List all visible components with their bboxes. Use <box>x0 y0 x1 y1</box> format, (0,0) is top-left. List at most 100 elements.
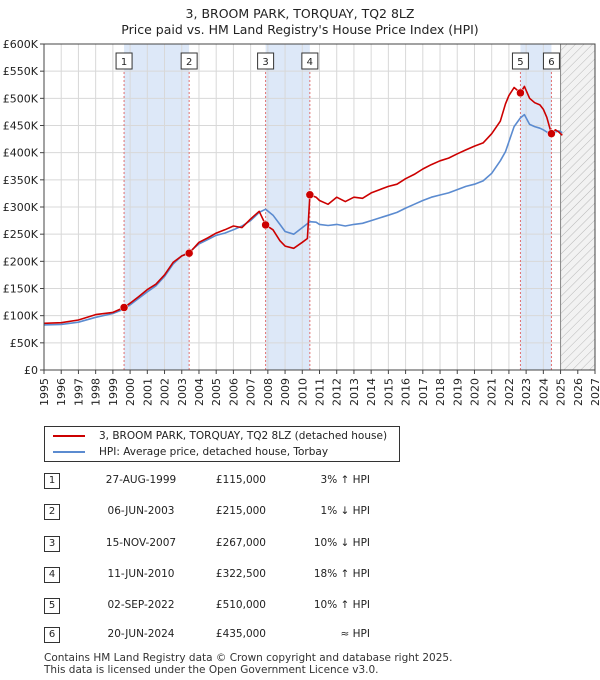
chart-title: 3, BROOM PARK, TORQUAY, TQ2 8LZ Price pa… <box>0 6 600 38</box>
x-tick-label: 2000 <box>124 378 137 406</box>
legend-swatch-property <box>53 435 85 437</box>
sale-point <box>261 220 270 230</box>
x-tick-label: 2013 <box>348 378 361 406</box>
sale-hpi-diff: 3% ↑ HPI <box>320 474 370 486</box>
sale-point <box>184 248 194 258</box>
sale-marker-lines: 1 2 3 4 5 6 <box>115 52 560 370</box>
x-tick-label: 2017 <box>417 378 430 406</box>
price-chart: 1 2 3 4 5 6 £0 £50K £100K £150K £200K £250K £300K £3… <box>3 38 600 406</box>
footer-line-1: Contains HM Land Registry data © Crown c… <box>44 652 453 664</box>
y-tick-label: £0 <box>24 364 38 377</box>
footer-attribution: Contains HM Land Registry data © Crown c… <box>44 652 452 676</box>
sale-marker-label: 1 <box>121 57 127 68</box>
y-tick-label: £400K <box>3 147 39 160</box>
sale-date: 02-SEP-2022 <box>107 599 175 611</box>
legend: 3, BROOM PARK, TORQUAY, TQ2 8LZ (detache… <box>44 426 400 462</box>
sale-point <box>547 129 556 138</box>
sale-row: 6 20-JUN-2024 £435,000 ≈ HPI <box>44 627 464 645</box>
x-tick-label: 2008 <box>262 378 275 406</box>
series-lines <box>44 85 563 326</box>
y-tick-label: £550K <box>3 65 39 78</box>
x-tick-label: 2001 <box>141 378 154 406</box>
x-tick-label: 1997 <box>72 378 85 406</box>
legend-swatch-hpi <box>53 451 85 453</box>
sale-hpi-diff: 10% ↓ HPI <box>313 537 370 549</box>
sale-number-badge: 3 <box>44 536 60 552</box>
y-tick-label: £500K <box>3 92 39 105</box>
x-tick-label: 2006 <box>227 378 240 406</box>
x-tick-label: 2002 <box>159 378 172 406</box>
x-tick-label: 2003 <box>176 378 189 406</box>
sale-marker-label: 2 <box>186 57 192 68</box>
sale-price: £215,000 <box>215 505 266 517</box>
sale-number-badge: 4 <box>44 567 60 583</box>
sale-row: 3 15-NOV-2007 £267,000 10% ↓ HPI <box>44 536 464 554</box>
x-tick-label: 2011 <box>314 378 327 406</box>
x-tick-label: 1998 <box>90 378 103 406</box>
sale-number-badge: 6 <box>44 627 60 643</box>
x-tick-label: 1999 <box>107 378 120 406</box>
title-line-2: Price paid vs. HM Land Registry's House … <box>121 22 479 37</box>
x-tick-label: 2004 <box>193 378 206 406</box>
sale-hpi-diff: 1% ↓ HPI <box>320 505 370 517</box>
sale-price: £267,000 <box>215 537 266 549</box>
sale-marker-box <box>257 52 275 70</box>
sale-number-badge: 5 <box>44 598 60 614</box>
sale-hpi-diff: ≈ HPI <box>340 628 370 640</box>
x-tick-label: 2027 <box>589 378 600 406</box>
sale-marker-box <box>542 52 560 70</box>
sale-hpi-diff: 18% ↑ HPI <box>313 568 370 580</box>
y-tick-label: £100K <box>3 310 39 323</box>
sale-price: £115,000 <box>215 474 266 486</box>
sale-price: £435,000 <box>215 628 266 640</box>
axes <box>40 43 596 374</box>
sale-point <box>516 88 525 98</box>
x-tick-label: 2018 <box>434 378 447 406</box>
sale-marker-label: 4 <box>307 57 313 68</box>
sale-row: 5 02-SEP-2022 £510,000 10% ↑ HPI <box>44 598 464 616</box>
x-tick-label: 1996 <box>55 378 68 406</box>
y-tick-label: £300K <box>3 201 39 214</box>
x-tick-label: 2005 <box>210 378 223 406</box>
sale-points <box>119 88 556 312</box>
legend-label-property: 3, BROOM PARK, TORQUAY, TQ2 8LZ (detache… <box>99 430 388 442</box>
x-tick-label: 2009 <box>279 378 292 406</box>
x-tick-label: 2022 <box>503 378 516 406</box>
sale-row: 1 27-AUG-1999 £115,000 3% ↑ HPI <box>44 473 464 491</box>
sale-marker-label: 3 <box>262 57 268 68</box>
sale-date: 15-NOV-2007 <box>105 537 177 549</box>
sale-marker-box <box>301 52 319 70</box>
x-tick-label: 2010 <box>296 378 309 406</box>
x-tick-label: 1995 <box>38 378 51 406</box>
legend-label-hpi: HPI: Average price, detached house, Torb… <box>99 446 329 458</box>
x-tick-label: 2014 <box>365 378 378 406</box>
sale-number-badge: 2 <box>44 504 60 520</box>
legend-item-property: 3, BROOM PARK, TORQUAY, TQ2 8LZ (detache… <box>53 428 387 444</box>
tick-labels: £0 £50K £100K £150K £200K £250K £300K £350K £400… <box>3 38 600 406</box>
x-tick-label: 2015 <box>382 378 395 406</box>
sale-row: 2 06-JUN-2003 £215,000 1% ↓ HPI <box>44 504 464 522</box>
y-tick-label: £50K <box>10 337 39 350</box>
sale-date: 20-JUN-2024 <box>107 628 175 640</box>
sale-marker-label: 5 <box>517 57 523 68</box>
sale-hpi-diff: 10% ↑ HPI <box>313 599 370 611</box>
legend-item-hpi: HPI: Average price, detached house, Torb… <box>53 444 328 460</box>
x-tick-label: 2020 <box>468 378 481 406</box>
y-tick-label: £600K <box>3 38 39 51</box>
x-tick-label: 2026 <box>572 378 585 406</box>
x-tick-label: 2023 <box>520 378 533 406</box>
y-tick-label: £200K <box>3 255 39 268</box>
sale-date: 11-JUN-2010 <box>107 568 175 580</box>
sale-marker-label: 6 <box>548 57 554 68</box>
sale-marker-box <box>180 52 198 70</box>
future-hatch-pattern <box>560 44 595 370</box>
hpi-line <box>44 113 563 326</box>
x-tick-label: 2016 <box>400 378 413 406</box>
sale-date: 27-AUG-1999 <box>105 474 177 486</box>
x-tick-label: 2019 <box>451 378 464 406</box>
title-line-1: 3, BROOM PARK, TORQUAY, TQ2 8LZ <box>185 6 415 21</box>
x-tick-label: 2025 <box>555 378 568 406</box>
sale-point <box>119 303 129 312</box>
sale-price: £322,500 <box>215 568 266 580</box>
x-tick-label: 2024 <box>537 378 550 406</box>
